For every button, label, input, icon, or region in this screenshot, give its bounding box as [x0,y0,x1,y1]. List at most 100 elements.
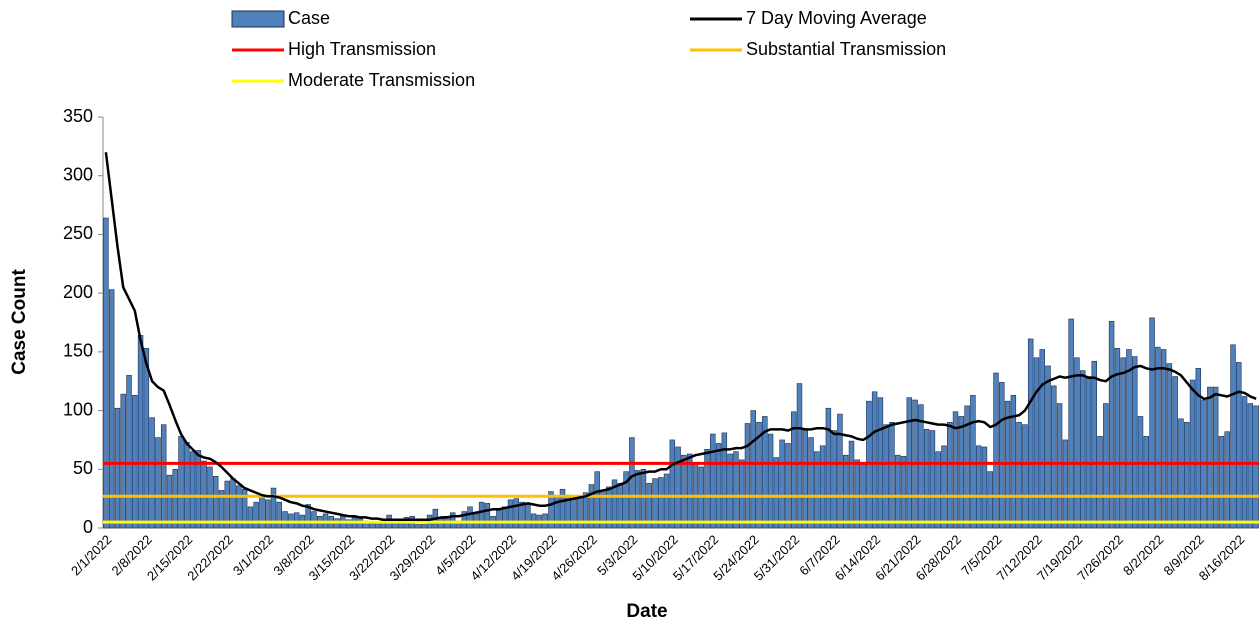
bar [796,383,803,529]
bar [1137,416,1144,529]
bar [779,439,785,529]
bar [265,499,271,529]
bar [108,289,115,529]
bar [623,471,629,529]
bar [1253,405,1259,529]
bar [790,411,797,529]
bar [160,424,167,529]
bar [993,372,999,529]
bar [311,511,317,529]
bar [923,429,930,529]
bar [854,459,861,529]
bar [715,443,722,529]
bar [1114,348,1121,529]
bar [1079,370,1086,529]
bar [999,382,1005,529]
bar [808,437,814,529]
bar [270,487,277,529]
bar [548,491,554,529]
bar [588,484,595,529]
y-tick-label: 150 [63,341,93,361]
bar [132,395,138,529]
x-tick-label: 3/1/2022 [230,532,276,578]
bar [1068,318,1074,529]
bar [819,445,826,529]
bar [166,474,173,529]
x-axis-title: Date [626,601,667,622]
legend-label: Moderate Transmission [288,70,475,90]
bar [126,375,132,529]
bar [606,486,612,529]
bar [1062,439,1069,529]
bar [449,512,456,529]
bar [1120,357,1126,529]
bar [461,511,467,529]
bar [1212,386,1219,529]
bar [981,446,988,529]
bar [710,433,716,529]
bar [669,439,676,529]
legend-label: Case [288,8,330,28]
bar [253,501,259,529]
legend-label: Substantial Transmission [746,39,946,59]
bar [397,523,404,529]
bar [1207,386,1213,529]
bar [762,416,768,529]
bar [1189,379,1196,529]
bar [947,422,953,529]
bar [941,445,947,529]
bar [1051,385,1057,529]
bar [513,498,519,529]
bar [611,479,618,529]
bar [172,468,178,529]
bar [634,470,641,529]
bar [1056,403,1063,529]
bar [686,453,693,529]
bar [1108,321,1115,529]
bar [1103,403,1109,529]
bar [236,485,242,529]
bar [750,410,756,529]
bar [1172,376,1178,529]
bar [1022,424,1028,529]
bar [843,454,849,529]
bar [1039,349,1045,529]
bar [421,524,427,529]
bar [738,459,745,529]
bar [507,499,514,529]
bar [1247,403,1254,529]
bar [496,510,502,529]
bar [964,405,970,529]
bar [975,445,982,529]
bar [883,424,889,529]
x-tick-label: 8/2/2022 [1120,532,1166,578]
bar [525,504,531,529]
bar [467,506,473,529]
bar [559,488,566,529]
bar [848,440,855,529]
y-tick-label: 0 [83,517,93,537]
bar [1091,360,1097,529]
bar [733,451,739,529]
bar [293,512,300,529]
bar [230,478,236,529]
bar [663,473,670,529]
legend-label: High Transmission [288,39,436,59]
bar [143,348,150,529]
bar [825,407,832,529]
bar [681,454,687,529]
bar [519,501,525,529]
bar [895,454,901,529]
bar [929,430,936,529]
bar [831,430,837,529]
bar [837,413,843,529]
y-tick-label: 250 [63,223,93,243]
bar [1143,436,1150,529]
bar [189,451,196,529]
legend-swatch [231,10,285,28]
bar [629,437,635,529]
bar [184,441,190,529]
bar [345,519,352,529]
bar [675,446,681,529]
bar [1027,338,1034,529]
